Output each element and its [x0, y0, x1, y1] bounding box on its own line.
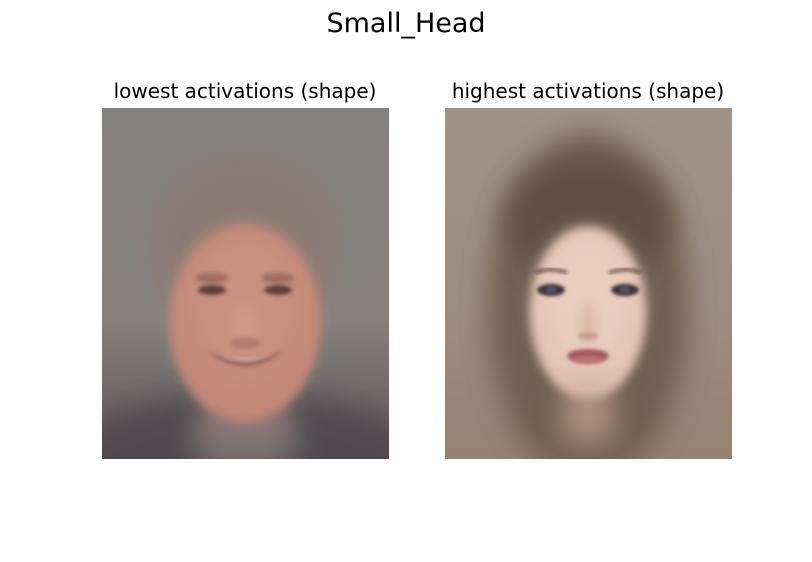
highest-activations-image [445, 108, 732, 459]
figure-title: Small_Head [326, 8, 486, 39]
lowest-activations-image [102, 108, 389, 459]
right-panel-title: highest activations (shape) [451, 79, 725, 103]
left-panel-title: lowest activations (shape) [113, 79, 377, 103]
